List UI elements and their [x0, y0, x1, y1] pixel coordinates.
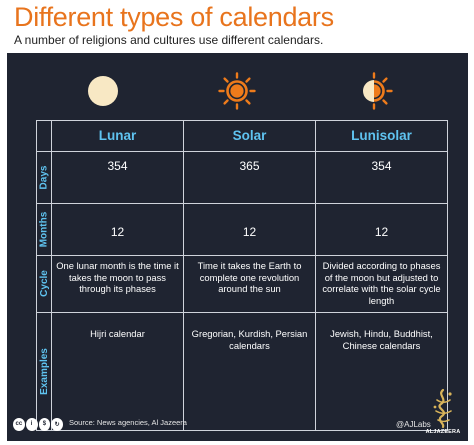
table-cell: 12	[110, 225, 125, 239]
infographic-panel: Lunar Solar Lunisolar Days Months Cycle …	[7, 53, 468, 441]
page-title: Different types of calendars	[14, 2, 334, 32]
sun-icon	[218, 72, 256, 110]
table-cell: 365	[239, 159, 260, 173]
column-header-lunisolar: Lunisolar	[351, 128, 412, 143]
row-label-cycle: Cycle	[38, 270, 50, 297]
row-label-months: Months	[38, 211, 50, 247]
al-jazeera-logo-icon	[433, 388, 452, 429]
table-cell: Jewish, Hindu, Buddhist, Chinese calenda…	[330, 328, 433, 351]
table-cell: Gregorian, Kurdish, Persian calendars	[191, 328, 308, 351]
table-cell: Divided according to phases of the moon …	[322, 260, 441, 306]
table-cell: Time it takes the Earth to complete one …	[197, 260, 302, 294]
page-subtitle: A number of religions and cultures use d…	[14, 33, 324, 47]
full-moon-icon	[88, 76, 118, 106]
table-cell: 354	[371, 159, 392, 173]
source-text: Source: News agencies, Al Jazeera	[69, 418, 187, 427]
row-label-days: Days	[38, 165, 50, 189]
half-sun-half-moon-icon	[363, 72, 393, 110]
column-header-lunar: Lunar	[98, 128, 137, 143]
table-cell: Hijri calendar	[90, 328, 145, 339]
al-jazeera-wordmark: ALJAZEERA	[425, 429, 461, 435]
column-header-solar: Solar	[232, 128, 267, 143]
table-cell: 354	[107, 159, 128, 173]
table-cell: One lunar month is the time it takes the…	[56, 260, 179, 294]
table-cell: 12	[374, 225, 389, 239]
table-cell: 12	[242, 225, 257, 239]
ajlabs-credit: @AJLabs	[396, 420, 431, 429]
calendar-table: Lunar Solar Lunisolar Days Months Cycle …	[36, 120, 448, 431]
cc-by-nc-sa-icon: cc i $ ↻	[13, 416, 63, 432]
row-label-examples: Examples	[38, 347, 50, 395]
